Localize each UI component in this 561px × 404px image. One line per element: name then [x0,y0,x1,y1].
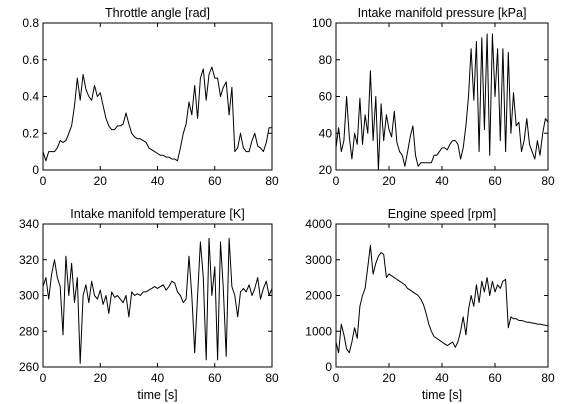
y-tick-label-speed: 4000 [305,217,332,231]
y-tick-label-temperature: 260 [19,360,39,374]
x-tick-label-temperature: 0 [40,371,47,385]
series-line-temperature [42,237,273,364]
x-tick-label-speed: 80 [541,371,555,385]
x-tick-label-throttle: 20 [94,174,108,188]
x-tick-label-pressure: 60 [488,174,502,188]
x-tick-label-throttle: 60 [208,174,222,188]
x-tick-label-throttle: 80 [265,174,279,188]
x-tick-label-throttle: 0 [40,174,47,188]
y-tick-label-throttle: 0.2 [22,126,39,140]
x-tick-label-speed: 20 [382,371,396,385]
x-axis-label-speed: time [s] [422,388,462,402]
x-tick-label-speed: 0 [333,371,340,385]
y-tick-label-temperature: 300 [19,289,39,303]
chart-title-temperature: Intake manifold temperature [K] [70,207,244,221]
x-tick-label-speed: 60 [488,371,502,385]
chart-title-pressure: Intake manifold pressure [kPa] [358,6,527,20]
plot-frame-speed [335,223,549,368]
x-tick-label-pressure: 20 [382,174,396,188]
y-tick-label-temperature: 320 [19,253,39,267]
y-tick-label-pressure: 60 [319,90,333,104]
series-line-throttle [42,66,272,162]
x-tick-label-temperature: 20 [94,371,108,385]
y-tick-label-speed: 2000 [305,289,332,303]
chart-title-throttle: Throttle angle [rad] [105,6,210,20]
series-line-pressure [335,33,549,171]
y-tick-label-speed: 1000 [305,324,332,338]
chart-title-speed: Engine speed [rpm] [388,207,496,221]
x-tick-label-temperature: 40 [151,371,165,385]
x-tick-label-pressure: 80 [541,174,555,188]
plot-frame-temperature [42,223,273,368]
x-tick-label-pressure: 0 [333,174,340,188]
y-tick-label-pressure: 20 [319,163,333,177]
x-tick-label-pressure: 40 [435,174,449,188]
y-tick-label-throttle: 0 [32,163,39,177]
x-axis-label-temperature: time [s] [137,388,177,402]
y-tick-label-pressure: 100 [312,16,332,30]
x-tick-label-speed: 40 [435,371,449,385]
y-tick-label-pressure: 40 [319,126,333,140]
y-tick-label-speed: 0 [325,360,332,374]
series-line-speed [335,244,549,354]
y-tick-label-speed: 3000 [305,253,332,267]
x-tick-label-temperature: 60 [208,371,222,385]
y-tick-label-throttle: 0.4 [22,90,39,104]
y-tick-label-pressure: 80 [319,53,333,67]
y-tick-label-temperature: 280 [19,324,39,338]
x-tick-label-throttle: 40 [151,174,165,188]
y-tick-label-throttle: 0.6 [22,53,39,67]
y-tick-label-temperature: 340 [19,217,39,231]
y-tick-label-throttle: 0.8 [22,16,39,30]
x-tick-label-temperature: 80 [265,371,279,385]
